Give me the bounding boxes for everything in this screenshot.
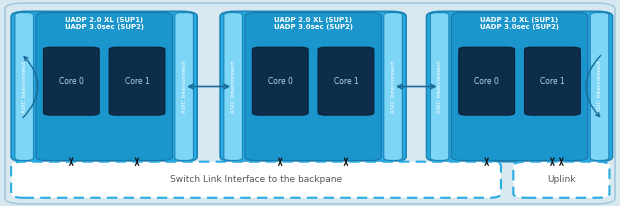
Text: ASIC Interconnect: ASIC Interconnect (182, 60, 187, 113)
Text: Core 0: Core 0 (474, 77, 499, 86)
Text: Uplink: Uplink (547, 175, 575, 184)
FancyBboxPatch shape (590, 13, 609, 160)
FancyBboxPatch shape (5, 3, 615, 204)
FancyBboxPatch shape (451, 13, 588, 160)
Text: Core 0: Core 0 (268, 77, 293, 86)
Text: Core 1: Core 1 (125, 77, 149, 86)
Text: ASIC Interconnect: ASIC Interconnect (597, 60, 602, 113)
FancyBboxPatch shape (427, 11, 613, 162)
FancyBboxPatch shape (220, 11, 406, 162)
FancyBboxPatch shape (430, 13, 449, 160)
FancyBboxPatch shape (459, 47, 515, 115)
Text: ASIC Interconnect: ASIC Interconnect (437, 60, 442, 113)
FancyBboxPatch shape (318, 47, 374, 115)
Text: Core 1: Core 1 (540, 77, 565, 86)
FancyBboxPatch shape (11, 162, 501, 198)
FancyBboxPatch shape (15, 13, 33, 160)
FancyBboxPatch shape (43, 47, 99, 115)
Text: Core 0: Core 0 (59, 77, 84, 86)
Text: Core 1: Core 1 (334, 77, 358, 86)
FancyBboxPatch shape (245, 13, 381, 160)
Text: UADP 2.0 XL (SUP1)
UADP 3.0sec (SUP2): UADP 2.0 XL (SUP1) UADP 3.0sec (SUP2) (273, 17, 353, 30)
Text: UADP 2.0 XL (SUP1)
UADP 3.0sec (SUP2): UADP 2.0 XL (SUP1) UADP 3.0sec (SUP2) (480, 17, 559, 30)
FancyBboxPatch shape (384, 13, 402, 160)
FancyBboxPatch shape (11, 11, 197, 162)
FancyBboxPatch shape (525, 47, 580, 115)
FancyBboxPatch shape (513, 162, 609, 198)
FancyBboxPatch shape (224, 13, 242, 160)
FancyBboxPatch shape (252, 47, 308, 115)
Text: UADP 2.0 XL (SUP1)
UADP 3.0sec (SUP2): UADP 2.0 XL (SUP1) UADP 3.0sec (SUP2) (64, 17, 144, 30)
Text: Switch Link Interface to the backpane: Switch Link Interface to the backpane (170, 175, 342, 184)
Text: ASIC Interconnect: ASIC Interconnect (391, 60, 396, 113)
Text: ASIC Interconnect: ASIC Interconnect (231, 60, 236, 113)
FancyBboxPatch shape (36, 13, 172, 160)
FancyBboxPatch shape (175, 13, 193, 160)
FancyBboxPatch shape (109, 47, 165, 115)
Text: ASIC Interconnect: ASIC Interconnect (22, 60, 27, 113)
